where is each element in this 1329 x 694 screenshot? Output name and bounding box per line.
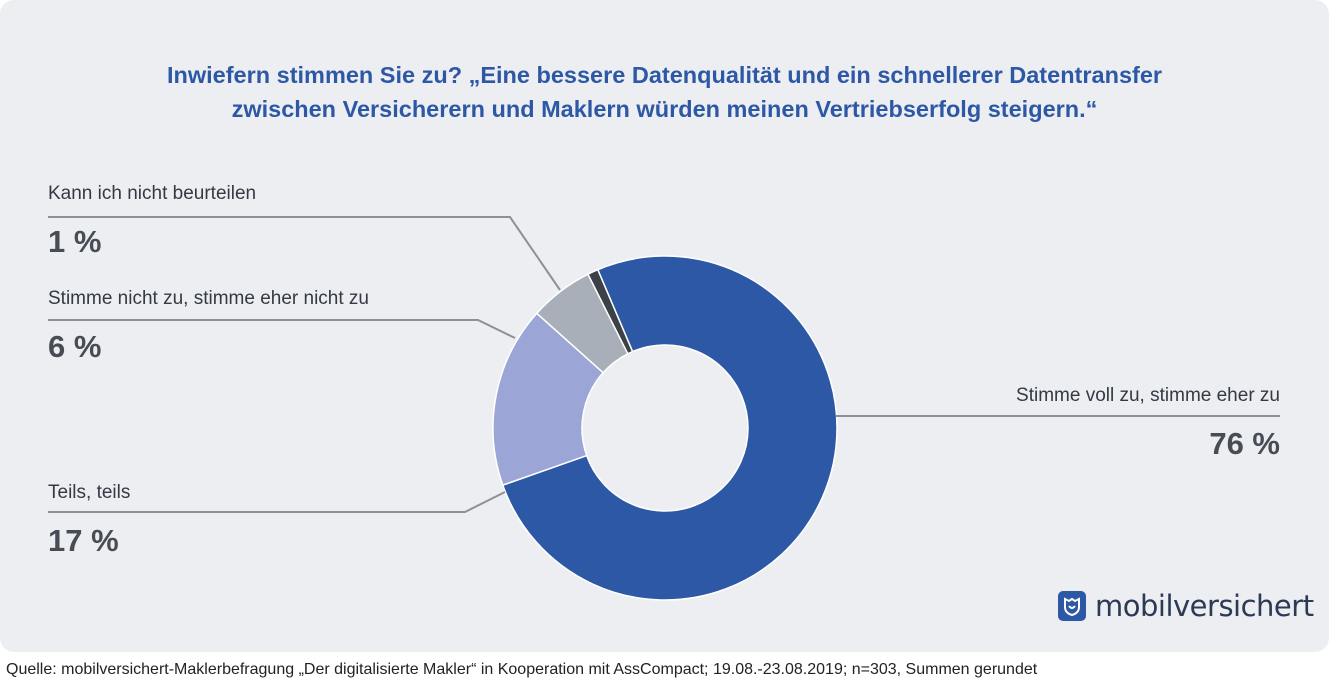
leader-stimme-nicht-zu	[48, 319, 516, 339]
leader-lines	[48, 216, 1280, 513]
chart-title: Inwiefern stimmen Sie zu? „Eine bessere …	[0, 58, 1329, 126]
brand-logo: mobilversichert	[1058, 588, 1314, 624]
chart-card: Inwiefern stimmen Sie zu? „Eine bessere …	[0, 0, 1329, 652]
label-stimme-voll-zu: Stimme voll zu, stimme eher zu	[1016, 385, 1280, 406]
leader-kann-nicht-beurteilen	[48, 216, 561, 291]
logo-text: mobilversichert	[1095, 589, 1314, 623]
chart-title-line-2: zwischen Versicherern und Maklern würden…	[231, 96, 1098, 122]
label-kann-nicht-beurteilen: Kann ich nicht beurteilen	[48, 183, 257, 204]
value-teils-teils: 17 %	[48, 523, 119, 558]
label-stimme-nicht-zu: Stimme nicht zu, stimme eher nicht zu	[48, 288, 369, 309]
label-teils-teils: Teils, teils	[48, 482, 131, 503]
donut-chart	[48, 216, 1280, 601]
value-kann-nicht-beurteilen: 1 %	[48, 224, 102, 259]
value-stimme-nicht-zu: 6 %	[48, 329, 102, 364]
chart-title-line-1: Inwiefern stimmen Sie zu? „Eine bessere …	[166, 62, 1163, 88]
leader-teils-teils	[48, 491, 506, 513]
source-note: Quelle: mobilversichert-Maklerbefragung …	[6, 661, 1038, 678]
slice-kann-nicht-beurteilen	[586, 268, 634, 355]
value-stimme-voll-zu: 76 %	[1209, 426, 1280, 461]
donut-slices	[492, 255, 838, 601]
slice-teils-teils	[492, 312, 605, 487]
slice-stimme-voll-zu	[501, 255, 838, 601]
shield-icon	[1058, 591, 1086, 621]
